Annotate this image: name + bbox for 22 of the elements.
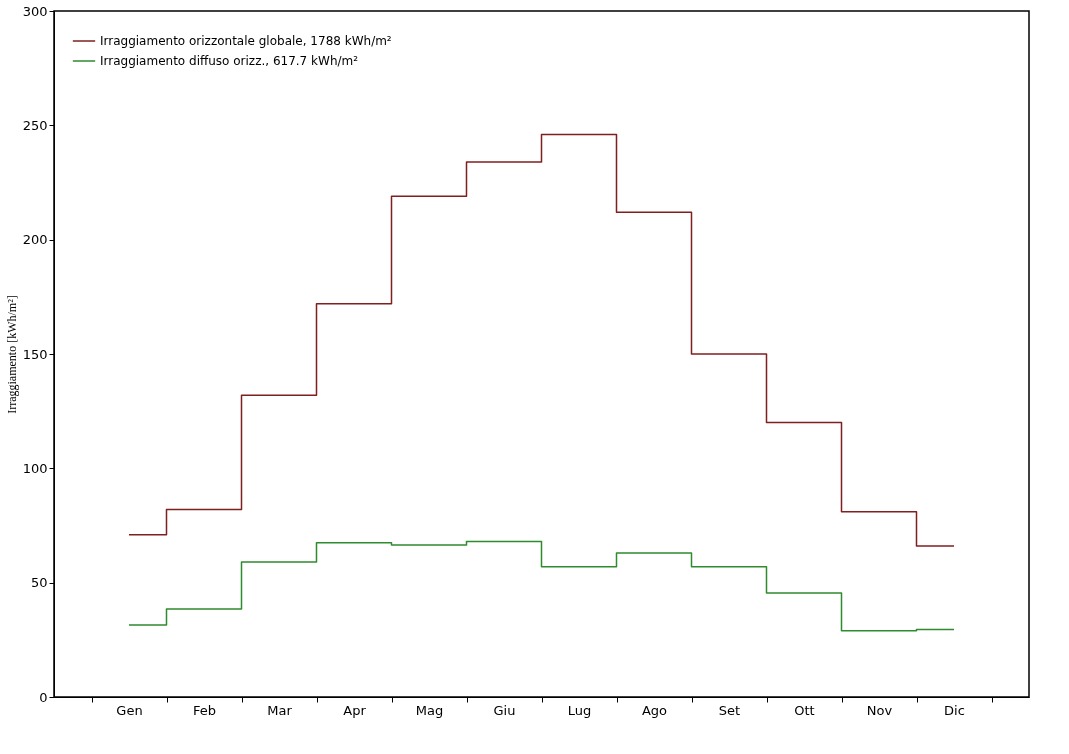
y-tick-label: 50	[30, 575, 48, 591]
x-tick-label: Gen	[116, 702, 143, 718]
x-tick-label: Dic	[944, 702, 965, 718]
x-tick-label: Nov	[866, 702, 893, 718]
y-tick-label: 100	[22, 460, 48, 476]
y-tick-label: 300	[22, 3, 48, 19]
legend-label: Irraggiamento diffuso orizz., 617.7 kWh/m²	[100, 54, 359, 68]
x-tick-label: Mar	[267, 702, 293, 718]
x-tick-label: Feb	[192, 702, 217, 718]
y-axis-title: Irraggiamento [kWh/m²]	[4, 295, 19, 414]
legend-label: Irraggiamento orizzontale globale, 1788 kWh/m²	[100, 34, 392, 48]
y-tick-label: 200	[22, 232, 48, 248]
x-tick-label: Set	[718, 702, 741, 718]
x-tick-label: Apr	[343, 702, 367, 718]
y-tick-label: 250	[22, 117, 48, 133]
x-tick-label: Mag	[415, 702, 444, 718]
y-tick-label: 150	[22, 346, 48, 362]
x-tick-label: Giu	[493, 702, 516, 718]
x-tick-label: Lug	[567, 702, 592, 718]
x-tick-label: Ago	[641, 702, 668, 718]
y-tick-label: 0	[39, 689, 48, 705]
x-tick-label: Ott	[794, 702, 815, 718]
